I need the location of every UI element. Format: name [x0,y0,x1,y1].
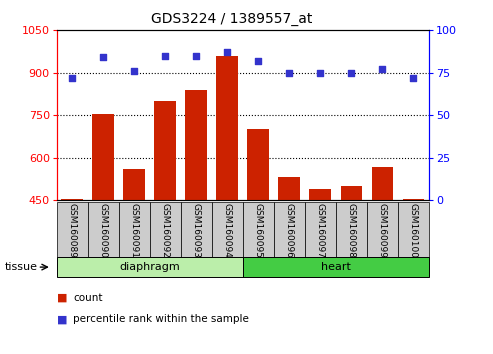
Bar [305,202,336,257]
Text: tissue: tissue [5,262,38,272]
Point [317,70,324,75]
Bar [216,56,238,200]
Text: ■: ■ [57,293,67,303]
Text: diaphragm: diaphragm [119,262,180,272]
Bar [243,202,274,257]
Bar [274,202,305,257]
Bar [372,167,393,200]
Point [68,75,76,80]
Bar [150,202,181,257]
Point [130,68,138,74]
Bar [212,202,243,257]
Bar [57,257,243,277]
Text: GSM160091: GSM160091 [130,204,139,258]
Point [254,58,262,63]
Text: heart: heart [321,262,351,272]
Bar [398,202,429,257]
Bar [92,114,114,200]
Bar [119,202,150,257]
Bar [247,129,269,200]
Bar [57,202,88,257]
Text: GDS3224 / 1389557_at: GDS3224 / 1389557_at [151,12,313,27]
Point [223,49,231,55]
Point [192,53,200,58]
Point [161,53,169,58]
Point [379,66,387,72]
Text: GSM160093: GSM160093 [192,204,201,258]
Text: percentile rank within the sample: percentile rank within the sample [73,314,249,324]
Text: GSM160100: GSM160100 [409,204,418,258]
Point [410,75,418,80]
Text: GSM160092: GSM160092 [161,204,170,258]
Bar [88,202,119,257]
Point [348,70,355,75]
Point [99,55,107,60]
Text: GSM160089: GSM160089 [68,204,77,258]
Bar [123,169,145,200]
Bar [243,257,429,277]
Bar [181,202,212,257]
Text: count: count [73,293,103,303]
Bar [403,199,424,200]
Bar [185,90,207,200]
Text: GSM160095: GSM160095 [254,204,263,258]
Text: GSM160096: GSM160096 [285,204,294,258]
Text: GSM160097: GSM160097 [316,204,325,258]
Bar [336,202,367,257]
Bar [310,189,331,200]
Point [285,70,293,75]
Text: GSM160099: GSM160099 [378,204,387,258]
Bar [154,101,176,200]
Bar [341,186,362,200]
Bar [279,177,300,200]
Text: GSM160094: GSM160094 [223,204,232,258]
Bar [61,199,83,200]
Bar [367,202,398,257]
Text: GSM160090: GSM160090 [99,204,108,258]
Text: GSM160098: GSM160098 [347,204,356,258]
Text: ■: ■ [57,314,67,324]
